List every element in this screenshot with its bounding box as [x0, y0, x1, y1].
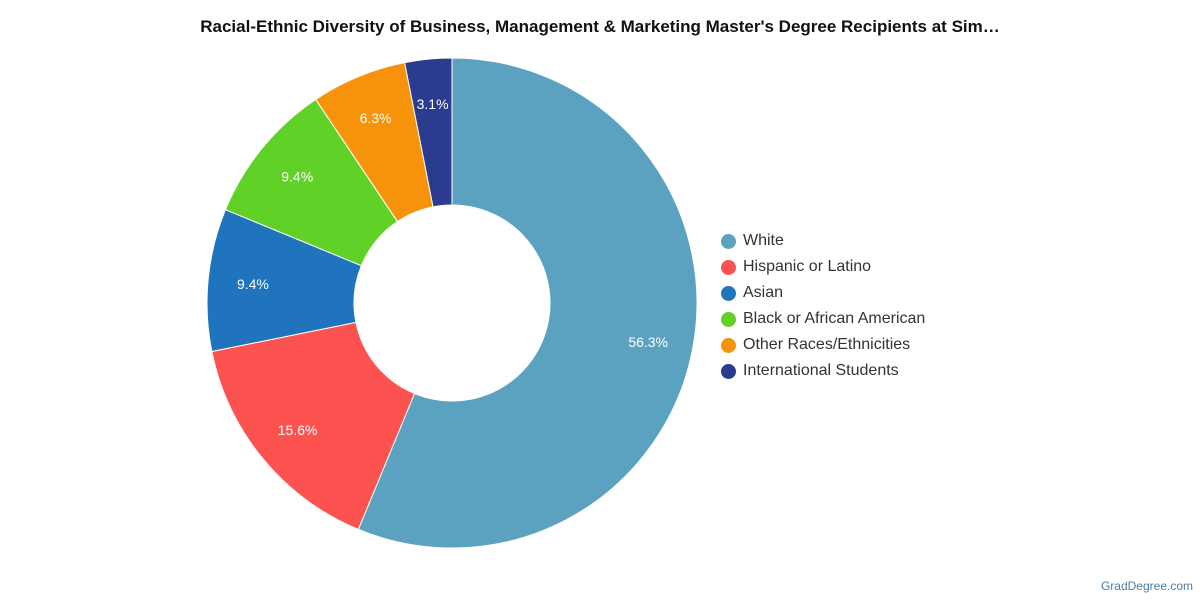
legend-swatch [721, 363, 736, 379]
legend-label: Hispanic or Latino [743, 258, 872, 275]
legend-item-other-races-ethnicities[interactable]: Other Races/Ethnicities [721, 332, 925, 358]
legend-item-asian[interactable]: Asian [721, 280, 925, 306]
slice-label-asian: 9.4% [237, 276, 269, 292]
legend-swatch [721, 233, 736, 249]
legend-swatch [721, 285, 736, 301]
legend-swatch [721, 337, 736, 353]
slice-international-students[interactable] [404, 57, 453, 208]
slices-group [206, 57, 698, 549]
legend-label: White [743, 232, 784, 249]
slice-label-other-races-ethnicities: 6.3% [360, 110, 392, 126]
legend-item-international-students[interactable]: International Students [721, 358, 925, 384]
legend-item-black-or-african-american[interactable]: Black or African American [721, 306, 925, 332]
legend-label: Black or African American [743, 310, 926, 327]
slice-label-black-or-african-american: 9.4% [281, 168, 313, 184]
slice-labels-group: 56.3% 15.6% 9.4% 9.4% 6.3% 3.1% [237, 96, 668, 438]
legend-swatch [721, 259, 736, 275]
slice-white[interactable] [357, 57, 698, 549]
legend-label: Asian [743, 284, 784, 301]
slice-label-hispanic-or-latino: 15.6% [278, 422, 318, 438]
chart-title: Racial-Ethnic Diversity of Business, Man… [200, 17, 1000, 36]
legend-swatch [721, 311, 736, 327]
credit-link[interactable]: GradDegree.com [1100, 579, 1193, 593]
legend-item-hispanic-or-latino[interactable]: Hispanic or Latino [721, 254, 925, 280]
legend: White Hispanic or Latino Asian Black or Afr… [721, 228, 925, 384]
legend-label: Other Races/Ethnicities [743, 336, 911, 353]
slice-label-white: 56.3% [628, 334, 668, 350]
slice-label-international-students: 3.1% [417, 96, 449, 112]
legend-item-white[interactable]: White [721, 228, 925, 254]
legend-label: International Students [743, 362, 899, 379]
slice-hispanic-or-latino[interactable] [211, 321, 416, 531]
